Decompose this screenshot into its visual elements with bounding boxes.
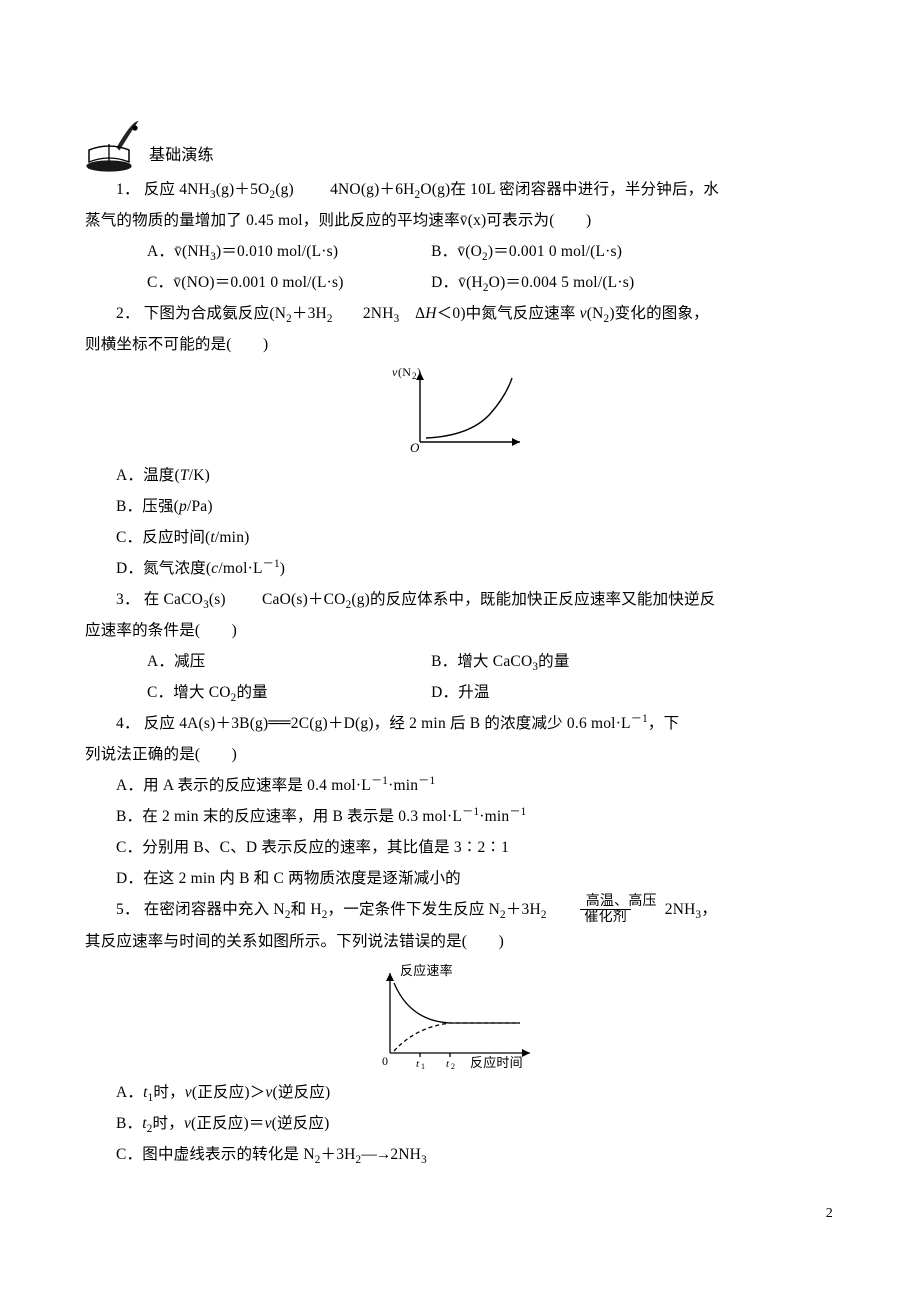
q1-opt-d: D．v̄(H2O)＝0.004 5 mol/(L·s) <box>400 267 634 298</box>
q2-opt-d: D．氮气浓度(c/mol·L－1) <box>85 553 835 584</box>
q4-num: 4． <box>116 715 140 732</box>
svg-text:): ) <box>417 365 421 379</box>
q4-opt-d: D．在这 2 min 内 B 和 C 两物质浓度是逐渐减小的 <box>85 863 835 894</box>
q1-stem: 1． 反应 4NH3(g)＋5O2(g) 4NO(g)＋6H2O(g)在 10L… <box>85 174 835 205</box>
q3-opt-b: B．增大 CaCO3的量 <box>400 646 569 677</box>
svg-text:1: 1 <box>421 1062 425 1071</box>
q3-opt-d: D．升温 <box>400 677 490 708</box>
svg-text:O: O <box>410 440 420 454</box>
q1-opt-a: A．v̄(NH3)＝0.010 mol/(L·s) <box>116 236 396 267</box>
svg-text:t: t <box>446 1058 450 1070</box>
svg-text:2: 2 <box>451 1062 455 1071</box>
q3-row1: A．减压 B．增大 CaCO3的量 <box>85 646 835 677</box>
q2-opt-b: B．压强(p/Pa) <box>85 491 835 522</box>
q5-opt-c: C．图中虚线表示的转化是 N2＋3H2―→2NH3 <box>85 1139 835 1170</box>
q3-stem-2: 应速率的条件是( ) <box>85 615 835 646</box>
q5-stem: 5． 在密闭容器中充入 N2和 H2，一定条件下发生反应 N2＋3H2 高温、高… <box>85 894 835 927</box>
reaction-condition: 高温、高压 催化剂 <box>555 894 657 926</box>
svg-text:0: 0 <box>382 1054 388 1068</box>
q5-stem-2: 其反应速率与时间的关系如图所示。下列说法错误的是( ) <box>85 926 835 957</box>
q3-stem: 3． 在 CaCO3(s) CaO(s)＋CO2(g)的反应体系中，既能加快正反… <box>85 584 835 615</box>
q4-stem-2: 列说法正确的是( ) <box>85 739 835 770</box>
svg-text:(N: (N <box>398 365 411 379</box>
q1-options-row2: C．v̄(NO)＝0.001 0 mol/(L·s) D．v̄(H2O)＝0.0… <box>85 267 835 298</box>
q2-stem-2: 则横坐标不可能的是( ) <box>85 329 835 360</box>
q4-opt-a: A．用 A 表示的反应速率是 0.4 mol·L－1·min－1 <box>85 770 835 801</box>
q5-opt-a: A．t1时，v(正反应)＞v(逆反应) <box>85 1077 835 1108</box>
q5-figure: 反应速率 0 t 1 t 2 反应时间 <box>85 961 835 1075</box>
q5-opt-b: B．t2时，v(正反应)＝v(逆反应) <box>85 1108 835 1139</box>
book-quill-icon <box>85 120 143 174</box>
section-label: 基础演练 <box>149 140 214 174</box>
q2-num: 2． <box>116 305 140 322</box>
svg-text:t: t <box>416 1058 420 1070</box>
q4-opt-c: C．分别用 B、C、D 表示反应的速率，其比值是 3∶2∶1 <box>85 832 835 863</box>
q2-stem: 2． 下图为合成氨反应(N2＋3H2 2NH3 ΔH＜0)中氮气反应速率 v(N… <box>85 298 835 329</box>
section-header: 基础演练 <box>85 120 835 174</box>
q3-num: 3． <box>116 591 140 608</box>
svg-text:反应时间: 反应时间 <box>470 1055 523 1070</box>
q4-opt-b: B．在 2 min 末的反应速率，用 B 表示是 0.3 mol·L－1·min… <box>85 801 835 832</box>
q1-num: 1． <box>116 181 140 198</box>
q1-opt-b: B．v̄(O2)＝0.001 0 mol/(L·s) <box>400 236 622 267</box>
q1-stem-2: 蒸气的物质的量增加了 0.45 mol，则此反应的平均速率v̄(x)可表示为( … <box>85 205 835 236</box>
svg-text:反应速率: 反应速率 <box>400 963 453 978</box>
q1-opt-c: C．v̄(NO)＝0.001 0 mol/(L·s) <box>116 267 396 298</box>
svg-text:2: 2 <box>412 371 417 381</box>
q5-num: 5． <box>116 901 140 918</box>
q2-opt-a: A．温度(T/K) <box>85 460 835 491</box>
q3-opt-c: C．增大 CO2的量 <box>116 677 396 708</box>
q3-opt-a: A．减压 <box>116 646 396 677</box>
q3-row2: C．增大 CO2的量 D．升温 <box>85 677 835 708</box>
q1-options-row1: A．v̄(NH3)＝0.010 mol/(L·s) B．v̄(O2)＝0.001… <box>85 236 835 267</box>
q2-opt-c: C．反应时间(t/min) <box>85 522 835 553</box>
page-number: 2 <box>85 1200 835 1228</box>
page: 基础演练 1． 反应 4NH3(g)＋5O2(g) 4NO(g)＋6H2O(g)… <box>0 0 920 1268</box>
q4-stem: 4． 反应 4A(s)＋3B(g)══2C(g)＋D(g)，经 2 min 后 … <box>85 708 835 739</box>
q2-figure: v (N 2 ) O <box>85 364 835 458</box>
